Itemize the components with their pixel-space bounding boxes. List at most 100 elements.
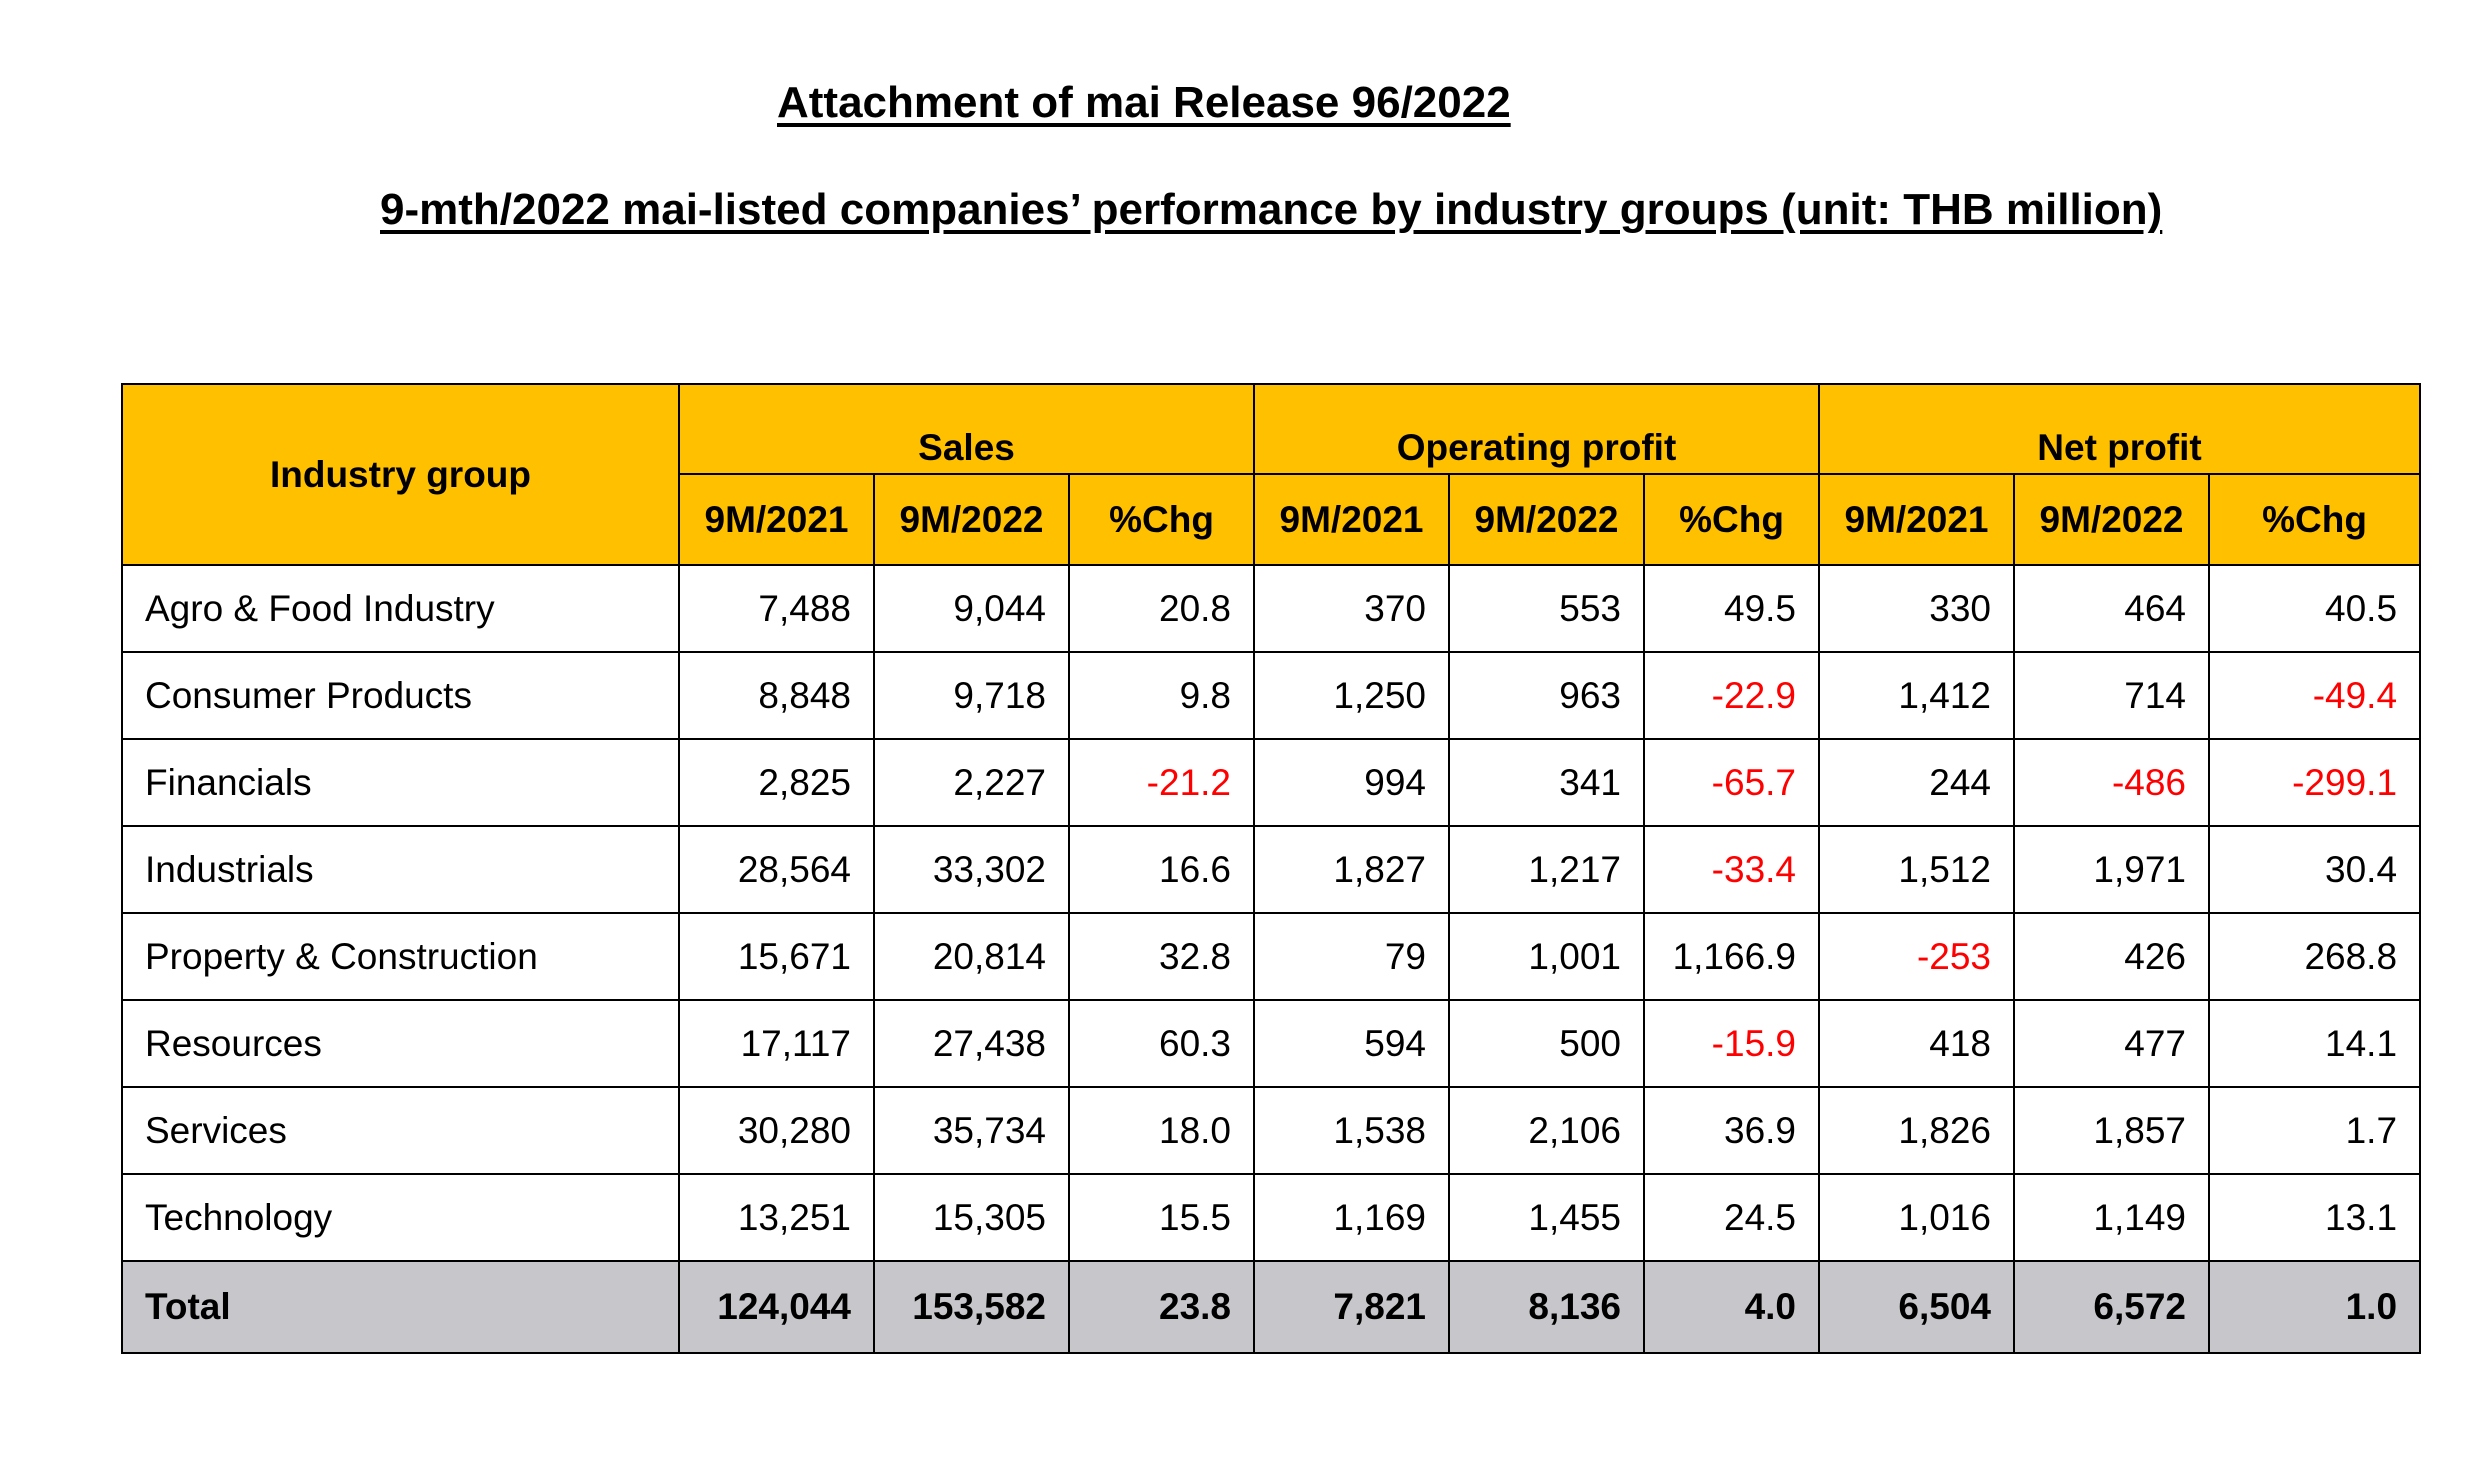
table-row: Technology 13,251 15,305 15.5 1,169 1,455 24.5…: [121, 1173, 2422, 1262]
sales-chg-header: %Chg: [1067, 473, 1256, 566]
table-cell: 24.5: [1643, 1173, 1821, 1262]
table-cell: 153,582: [873, 1260, 1070, 1354]
table-cell: 244: [1818, 738, 2016, 827]
table-cell: 8,136: [1448, 1260, 1646, 1354]
table-cell: 553: [1448, 564, 1646, 653]
table-cell: 13.1: [2208, 1173, 2422, 1262]
table-cell: 2,825: [678, 738, 875, 827]
total-label: Total: [121, 1260, 680, 1354]
table-cell: 30,280: [678, 1086, 875, 1175]
table-cell: 36.9: [1643, 1086, 1821, 1175]
table-cell: 1,001: [1448, 912, 1646, 1001]
industry-name: Technology: [121, 1173, 680, 1262]
table-cell: 1,166.9: [1643, 912, 1821, 1001]
net-chg-header: %Chg: [2208, 473, 2422, 566]
sales-9m2022-header: 9M/2022: [873, 473, 1070, 566]
table-cell: 1,455: [1448, 1173, 1646, 1262]
net-9m2021-header: 9M/2021: [1818, 473, 2016, 566]
table-cell: 994: [1253, 738, 1451, 827]
table-cell: 2,106: [1448, 1086, 1646, 1175]
table-cell: 4.0: [1643, 1260, 1821, 1354]
table-cell: 1,169: [1253, 1173, 1451, 1262]
table-cell: 2,227: [873, 738, 1070, 827]
table-cell: 27,438: [873, 999, 1070, 1088]
table-cell: 17,117: [678, 999, 875, 1088]
table-cell: -253: [1818, 912, 2016, 1001]
table-cell: 32.8: [1067, 912, 1256, 1001]
table-cell: 963: [1448, 651, 1646, 740]
table-cell: 418: [1818, 999, 2016, 1088]
table-cell: 1,971: [2013, 825, 2211, 914]
table-cell: 1.7: [2208, 1086, 2422, 1175]
table-cell: 464: [2013, 564, 2211, 653]
op-9m2022-header: 9M/2022: [1448, 473, 1646, 566]
table-cell: 500: [1448, 999, 1646, 1088]
sales-9m2021-header: 9M/2021: [678, 473, 875, 566]
net-profit-group-header: Net profit: [1818, 383, 2422, 475]
total-row: Total 124,044 153,582 23.8 7,821 8,136 4.0 6,50…: [121, 1260, 2422, 1354]
table-cell: -33.4: [1643, 825, 1821, 914]
table-cell: 341: [1448, 738, 1646, 827]
operating-profit-group-header: Operating profit: [1253, 383, 1821, 475]
table-cell: -22.9: [1643, 651, 1821, 740]
table-cell: 18.0: [1067, 1086, 1256, 1175]
table-cell: 60.3: [1067, 999, 1256, 1088]
table-cell: 124,044: [678, 1260, 875, 1354]
table-cell: 1,016: [1818, 1173, 2016, 1262]
table-cell: 40.5: [2208, 564, 2422, 653]
table-row: Services 30,280 35,734 18.0 1,538 2,106 36.9 1,…: [121, 1086, 2422, 1175]
page-subtitle: 9-mth/2022 mai-listed companies’ perform…: [380, 185, 2163, 234]
page-title: Attachment of mai Release 96/2022: [777, 78, 1511, 127]
table-cell: -15.9: [1643, 999, 1821, 1088]
table-body: Agro & Food Industry 7,488 9,044 20.8 370 553…: [121, 564, 2422, 1354]
table-cell: 9,718: [873, 651, 1070, 740]
table-cell: 9.8: [1067, 651, 1256, 740]
table-cell: 330: [1818, 564, 2016, 653]
industry-name: Industrials: [121, 825, 680, 914]
table-cell: 370: [1253, 564, 1451, 653]
industry-name: Agro & Food Industry: [121, 564, 680, 653]
table-cell: 1,412: [1818, 651, 2016, 740]
sales-group-header: Sales: [677, 383, 1256, 475]
table-row: Financials 2,825 2,227 -21.2 994 341 -65.7 244-…: [121, 738, 2422, 827]
table-cell: 15.5: [1067, 1173, 1256, 1262]
table-cell: 20.8: [1067, 564, 1256, 653]
industry-name: Resources: [121, 999, 680, 1088]
table-cell: -299.1: [2208, 738, 2422, 827]
table-cell: 426: [2013, 912, 2211, 1001]
table-cell: 9,044: [873, 564, 1070, 653]
table-cell: 15,305: [873, 1173, 1070, 1262]
table-cell: 1,827: [1253, 825, 1451, 914]
industry-name: Financials: [121, 738, 680, 827]
table-row: Industrials 28,564 33,302 16.6 1,827 1,217 -33…: [121, 825, 2422, 914]
table-cell: 14.1: [2208, 999, 2422, 1088]
table-cell: 6,572: [2013, 1260, 2211, 1354]
table-cell: 477: [2013, 999, 2211, 1088]
industry-name: Services: [121, 1086, 680, 1175]
table-row: Agro & Food Industry 7,488 9,044 20.8 370 553…: [121, 564, 2422, 653]
table-cell: 23.8: [1067, 1260, 1256, 1354]
table-cell: 6,504: [1818, 1260, 2016, 1354]
table-row: Resources 17,117 27,438 60.3 594 500 -15.9 418 4…: [121, 999, 2422, 1088]
table-cell: 33,302: [873, 825, 1070, 914]
table-cell: 1,217: [1448, 825, 1646, 914]
table-cell: -49.4: [2208, 651, 2422, 740]
table-cell: 8,848: [678, 651, 875, 740]
table-cell: 1,149: [2013, 1173, 2211, 1262]
table-cell: 1,826: [1818, 1086, 2016, 1175]
table-cell: 268.8: [2208, 912, 2422, 1001]
table-cell: 1,538: [1253, 1086, 1451, 1175]
table-cell: -21.2: [1067, 738, 1256, 827]
table-cell: 79: [1253, 912, 1451, 1001]
table-cell: 714: [2013, 651, 2211, 740]
table-cell: -486: [2013, 738, 2211, 827]
performance-table: Industry group Sales Operating profit Ne…: [121, 383, 2422, 1354]
table-cell: 16.6: [1067, 825, 1256, 914]
table-cell: 13,251: [678, 1173, 875, 1262]
table-cell: 1.0: [2208, 1260, 2422, 1354]
table-cell: 7,488: [678, 564, 875, 653]
table-cell: 7,821: [1253, 1260, 1451, 1354]
table-cell: -65.7: [1643, 738, 1821, 827]
op-9m2021-header: 9M/2021: [1253, 473, 1451, 566]
table-row: Consumer Products 8,848 9,718 9.8 1,250 963 -2…: [121, 651, 2422, 740]
